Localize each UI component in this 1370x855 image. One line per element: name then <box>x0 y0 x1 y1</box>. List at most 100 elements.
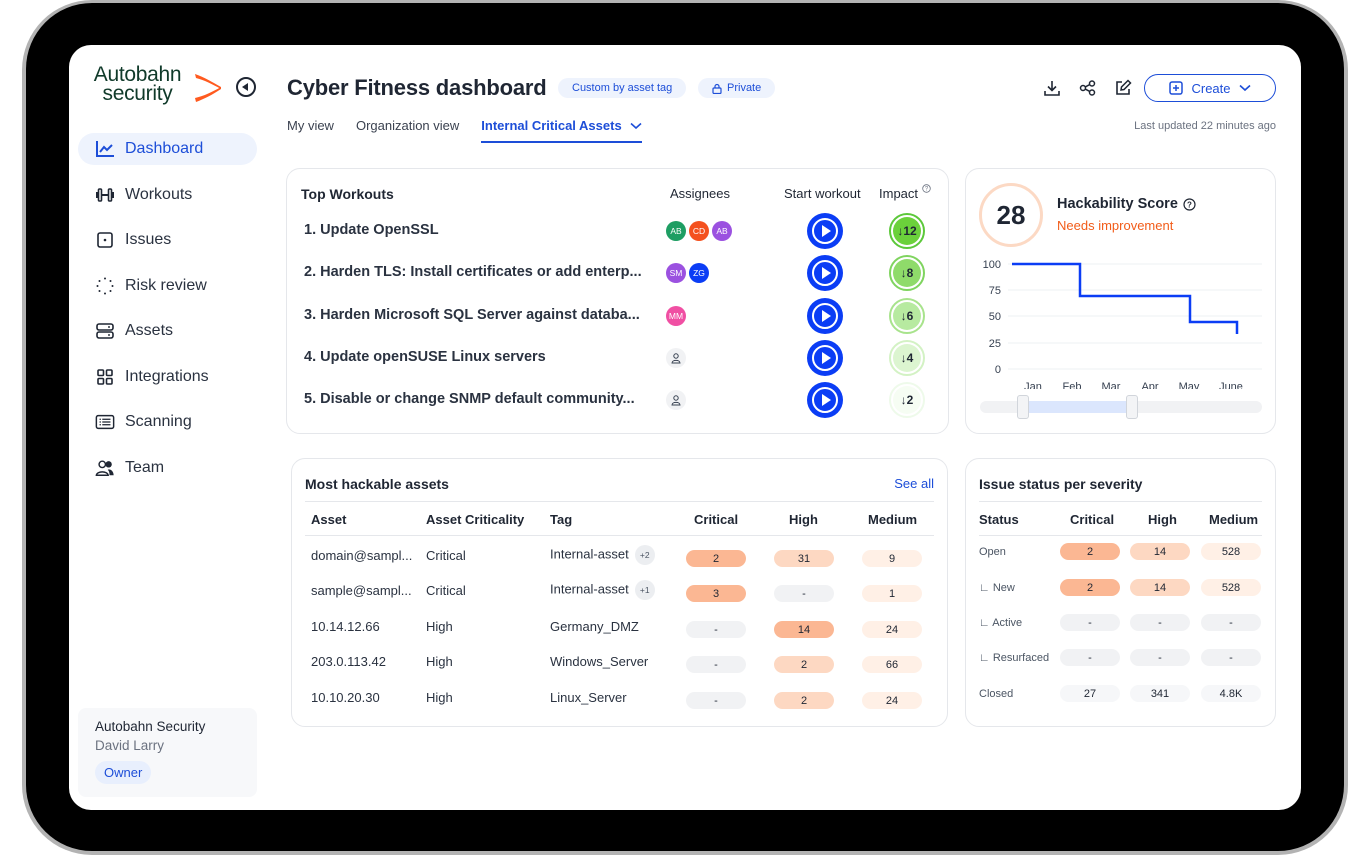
assignees: MM <box>666 306 686 326</box>
account-card[interactable]: Autobahn Security David Larry Owner <box>78 708 257 797</box>
avatar[interactable]: AB <box>666 221 686 241</box>
workout-name[interactable]: 4. Update openSUSE Linux servers <box>304 349 546 365</box>
avatar[interactable]: ZG <box>689 263 709 283</box>
sidebar-item-assets[interactable]: Assets <box>78 315 257 347</box>
start-workout-button[interactable] <box>807 382 843 418</box>
status-label: ∟ Active <box>979 617 1023 629</box>
tab-label: Internal Critical Assets <box>481 118 622 133</box>
share-icon[interactable] <box>1079 79 1097 97</box>
page-title: Cyber Fitness dashboard <box>287 75 547 100</box>
score-line <box>1012 262 1239 334</box>
edit-icon[interactable] <box>1114 79 1132 97</box>
workout-row[interactable]: 5. Disable or change SNMP default commun… <box>287 379 948 421</box>
avatar[interactable]: SM <box>666 263 686 283</box>
workout-name[interactable]: 2. Harden TLS: Install certificates or a… <box>304 264 642 280</box>
top-workouts-card: Top Workouts Assignees Start workout Imp… <box>286 168 949 434</box>
sidebar-item-scanning[interactable]: Scanning <box>78 406 257 438</box>
asset-name[interactable]: domain@sampl... <box>311 548 413 563</box>
start-workout-button[interactable] <box>807 213 843 249</box>
sidebar-item-team[interactable]: Team <box>78 452 257 484</box>
list-icon <box>95 412 115 432</box>
start-workout-button[interactable] <box>807 255 843 291</box>
workout-name[interactable]: 1. Update OpenSSL <box>304 222 439 238</box>
card-title: Top Workouts <box>301 186 394 202</box>
tab-organization-view[interactable]: Organization view <box>355 118 460 133</box>
medium-count: 528 <box>1201 543 1261 560</box>
square-dot-icon <box>95 230 115 250</box>
status-label: ∟ Resurfaced <box>979 652 1050 664</box>
high-count: 341 <box>1130 685 1190 702</box>
brand-logo[interactable]: Autobahn security <box>90 63 221 109</box>
chevron-down-icon <box>630 122 642 129</box>
workout-name[interactable]: 5. Disable or change SNMP default commun… <box>304 391 635 407</box>
sidebar-item-risk-review[interactable]: Risk review <box>78 270 257 302</box>
sidebar-item-workouts[interactable]: Workouts <box>78 179 257 211</box>
sidebar-item-label: Risk review <box>125 276 207 294</box>
workout-row[interactable]: 4. Update openSUSE Linux servers ↓4 <box>287 337 948 379</box>
more-tags-badge[interactable]: +1 <box>634 580 655 600</box>
asset-name[interactable]: 203.0.113.42 <box>311 654 386 669</box>
date-range-slider[interactable] <box>980 395 1262 419</box>
col-header-asset: Asset <box>311 512 347 527</box>
avatar[interactable]: MM <box>666 306 686 326</box>
asset-name[interactable]: sample@sampl... <box>311 583 412 598</box>
tab-internal-critical-assets[interactable]: Internal Critical Assets <box>481 118 642 143</box>
col-header-medium: Medium <box>868 512 918 527</box>
assignees: AB CD AB <box>666 221 732 241</box>
see-all-link[interactable]: See all <box>894 476 934 491</box>
asset-criticality: High <box>426 654 453 669</box>
high-count: - <box>774 585 834 602</box>
y-tick: 100 <box>983 259 1001 271</box>
impact-value: ↓2 <box>893 386 921 414</box>
unassigned-avatar[interactable] <box>666 390 686 410</box>
sidebar-item-issues[interactable]: Issues <box>78 224 257 256</box>
range-end-handle[interactable] <box>1126 395 1138 419</box>
brand-mark-icon <box>195 74 221 102</box>
download-icon[interactable] <box>1043 79 1061 97</box>
last-updated: Last updated 22 minutes ago <box>1134 120 1276 132</box>
user-icon <box>671 394 681 405</box>
unassigned-avatar[interactable] <box>666 348 686 368</box>
collapse-sidebar-button[interactable] <box>236 77 256 97</box>
tag-label: Internal-asset <box>550 546 629 562</box>
workout-row[interactable]: 3. Harden Microsoft SQL Server against d… <box>287 295 948 337</box>
workout-row[interactable]: 1. Update OpenSSL AB CD AB ↓12 <box>287 210 948 252</box>
sidebar: Autobahn security Dashboard Workouts Iss… <box>69 45 269 810</box>
col-header-high: High <box>789 512 818 527</box>
help-icon[interactable]: ? <box>1183 197 1196 211</box>
workout-row[interactable]: 2. Harden TLS: Install certificates or a… <box>287 252 948 294</box>
avatar[interactable]: CD <box>689 221 709 241</box>
sidebar-item-dashboard[interactable]: Dashboard <box>78 133 257 165</box>
high-count: 2 <box>774 656 834 673</box>
x-tick: Feb <box>1063 381 1082 389</box>
avatar[interactable]: AB <box>712 221 732 241</box>
more-tags-badge[interactable]: +2 <box>634 545 655 565</box>
asset-name[interactable]: 10.10.20.30 <box>311 690 380 705</box>
asset-criticality: Critical <box>426 583 466 598</box>
sidebar-item-label: Team <box>125 458 165 476</box>
lock-icon <box>712 83 722 94</box>
critical-count: - <box>1060 649 1120 666</box>
start-workout-button[interactable] <box>807 298 843 334</box>
brand-line-1: Autobahn <box>93 63 182 86</box>
plus-square-icon <box>1169 81 1184 95</box>
col-header-criticality: Asset Criticality <box>426 512 525 527</box>
dumbbell-icon <box>95 185 115 205</box>
col-header-critical: Critical <box>1070 512 1115 527</box>
assignees <box>666 390 686 410</box>
asset-name[interactable]: 10.14.12.66 <box>311 619 380 634</box>
impact-label: Impact <box>879 186 919 201</box>
badge-label: Private <box>727 82 762 94</box>
range-start-handle[interactable] <box>1017 395 1029 419</box>
impact-badge: ↓4 <box>889 340 925 376</box>
create-button[interactable]: Create <box>1144 74 1276 102</box>
medium-count: 24 <box>862 621 922 638</box>
assignees <box>666 348 686 368</box>
start-workout-button[interactable] <box>807 340 843 376</box>
workout-name[interactable]: 3. Harden Microsoft SQL Server against d… <box>304 307 640 323</box>
tab-my-view[interactable]: My view <box>287 118 334 133</box>
help-icon[interactable]: ? <box>922 184 931 193</box>
sidebar-item-integrations[interactable]: Integrations <box>78 361 257 393</box>
score-title: Hackability Score ? <box>1057 196 1196 212</box>
sidebar-item-label: Scanning <box>125 413 192 430</box>
